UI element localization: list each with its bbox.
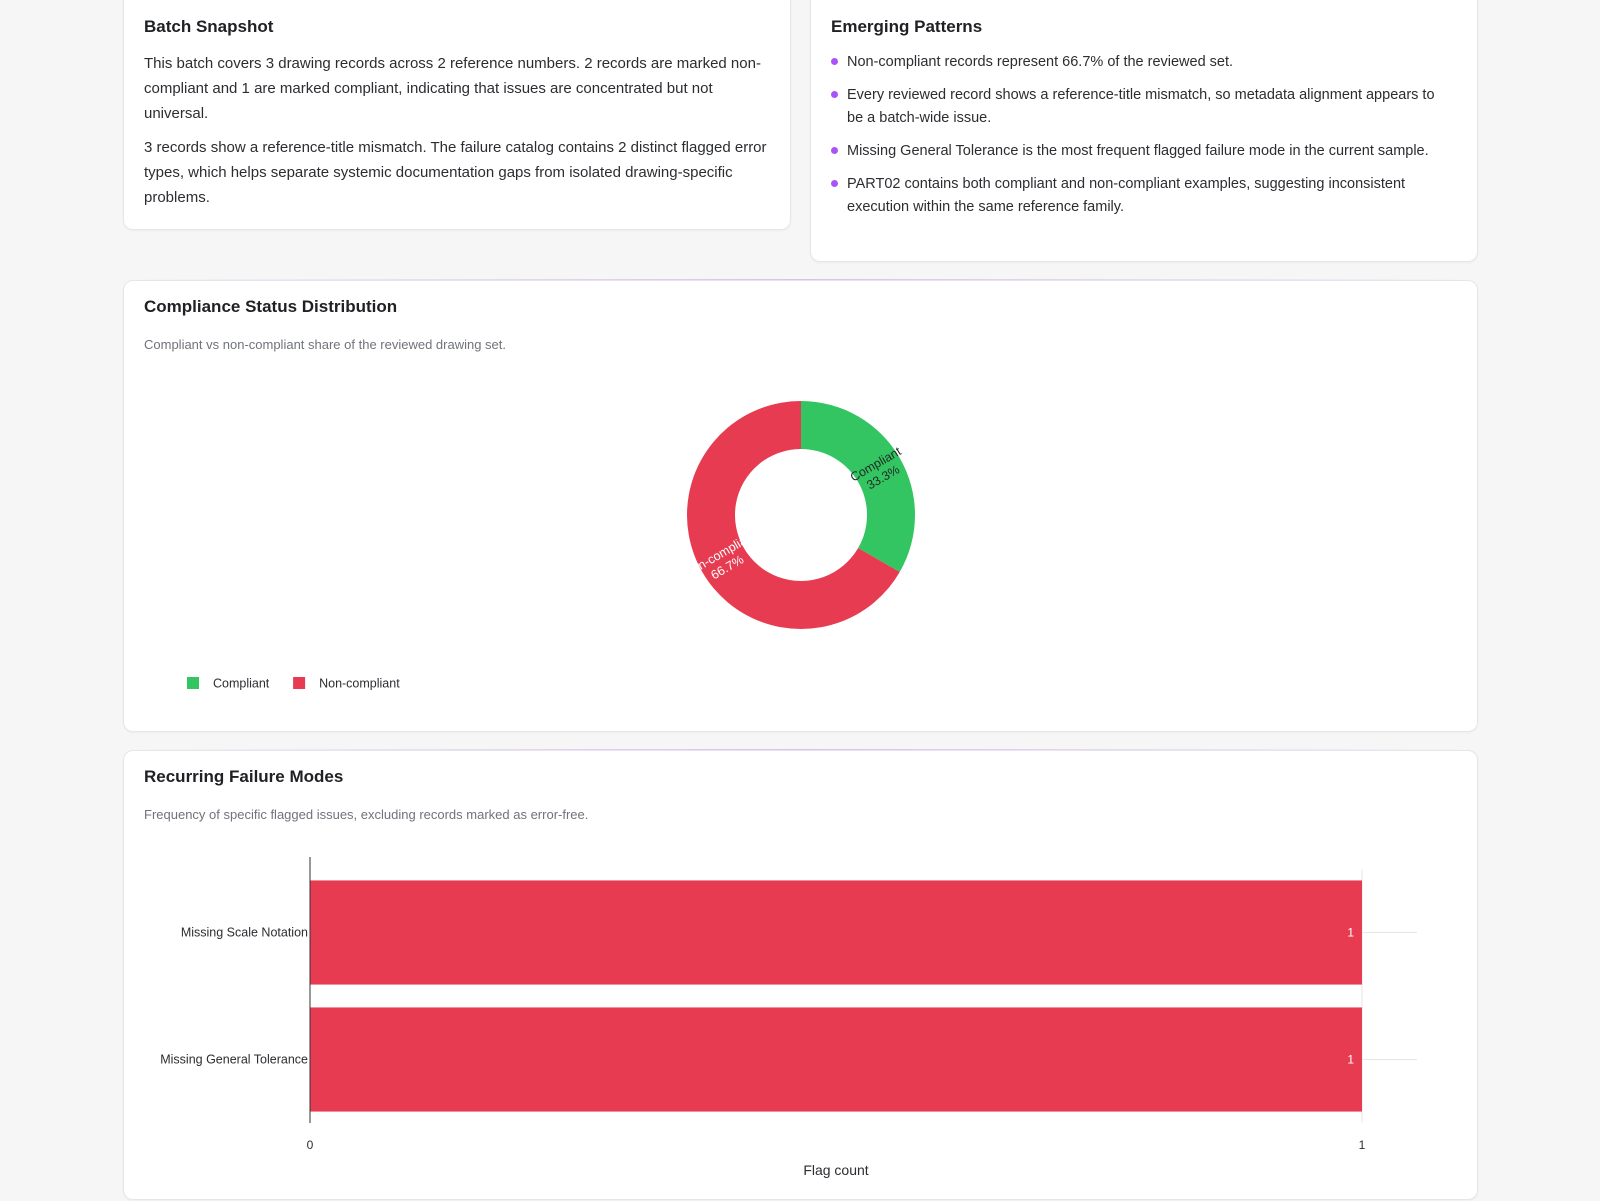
- pattern-text: Every reviewed record shows a reference-…: [847, 87, 1435, 126]
- compliance-chart-subtitle: Compliant vs non-compliant share of the …: [144, 337, 507, 352]
- emerging-patterns-title: Emerging Patterns: [831, 17, 983, 36]
- bullet-dot-icon: [831, 147, 838, 154]
- bullet-dot-icon: [831, 180, 838, 187]
- failure-modes-chart-subtitle: Frequency of specific flagged issues, ex…: [144, 807, 589, 822]
- compliance-chart-title: Compliance Status Distribution: [144, 297, 398, 316]
- y-tick-label: Missing General Tolerance: [160, 1053, 308, 1067]
- failure-modes-chart-title: Recurring Failure Modes: [144, 767, 344, 786]
- legend-item-compliant[interactable]: Compliant: [187, 677, 270, 691]
- bullet-dot-icon: [831, 58, 838, 65]
- legend-label: Non-compliant: [319, 677, 400, 691]
- legend-item-non-compliant[interactable]: Non-compliant: [293, 677, 400, 691]
- batch-snapshot-card: Batch Snapshot This batch covers 3 drawi…: [123, 0, 791, 230]
- bar-value-label: 1: [1347, 926, 1354, 940]
- failure-modes-bar-chart: 1 Missing Scale Notation 1 Missing General …: [160, 857, 1417, 1178]
- bar-missing-scale-notation: [310, 880, 1362, 985]
- pattern-text: PART02 contains both compliant and non-c…: [847, 176, 1406, 215]
- x-tick-label: 1: [1359, 1138, 1366, 1152]
- list-item: Non-compliant records represent 66.7% of…: [831, 51, 1451, 74]
- y-tick-label: Missing Scale Notation: [181, 926, 308, 940]
- batch-snapshot-title: Batch Snapshot: [144, 17, 274, 36]
- legend-label: Compliant: [213, 677, 270, 691]
- batch-snapshot-paragraph: This batch covers 3 drawing records acro…: [144, 55, 761, 122]
- bar-missing-general-tolerance: [310, 1007, 1362, 1112]
- legend-swatch: [293, 677, 306, 689]
- pattern-text: Missing General Tolerance is the most fr…: [847, 143, 1429, 159]
- list-item: PART02 contains both compliant and non-c…: [831, 173, 1451, 219]
- patterns-list: Non-compliant records represent 66.7% of…: [831, 51, 1451, 229]
- x-tick-label: 0: [307, 1138, 314, 1152]
- failure-modes-chart-card: Recurring Failure Modes Frequency of spe…: [123, 750, 1478, 1200]
- bar-value-label: 1: [1347, 1053, 1354, 1067]
- donut-slice-non-compliant: [687, 401, 900, 629]
- bullet-dot-icon: [831, 91, 838, 98]
- donut-slice-compliant: [801, 401, 915, 572]
- compliance-chart-card: Compliance Status Distribution Compliant…: [123, 280, 1478, 732]
- list-item: Every reviewed record shows a reference-…: [831, 84, 1451, 130]
- x-axis-label: Flag count: [803, 1162, 868, 1178]
- batch-snapshot-body: This batch covers 3 drawing records acro…: [144, 51, 774, 219]
- legend-swatch: [187, 677, 199, 689]
- list-item: Missing General Tolerance is the most fr…: [831, 140, 1451, 163]
- batch-snapshot-paragraph: 3 records show a reference-title mismatc…: [144, 139, 767, 206]
- pattern-text: Non-compliant records represent 66.7% of…: [847, 54, 1234, 70]
- emerging-patterns-card: Emerging Patterns Non-compliant records …: [810, 0, 1478, 262]
- compliance-donut-chart: Compliant33.3%Non-compliant66.7%Complian…: [187, 401, 915, 691]
